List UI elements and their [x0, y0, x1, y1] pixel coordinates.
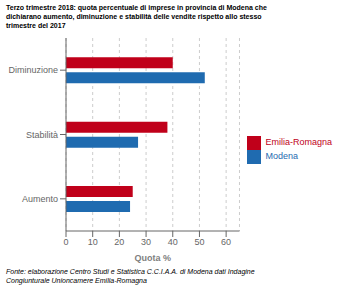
svg-text:40: 40: [168, 237, 178, 247]
svg-text:Stabilità: Stabilità: [26, 130, 58, 140]
svg-text:10: 10: [88, 237, 98, 247]
svg-text:Aumento: Aumento: [22, 194, 58, 204]
svg-text:Quota %: Quota %: [134, 253, 171, 263]
html-text:Fonte: elaborazione Centro Stu: Fonte: elaborazione Centro Studi e Stati…: [6, 268, 255, 285]
svg-text:50: 50: [194, 237, 204, 247]
svg-text:30: 30: [141, 237, 151, 247]
svg-text:0: 0: [63, 237, 68, 247]
svg-text:20: 20: [114, 237, 124, 247]
html-text:Emilia-Romagna: Emilia-Romagna: [265, 136, 332, 147]
html-text:Modena: Modena: [265, 150, 298, 161]
svg-text:Diminuzione: Diminuzione: [8, 65, 58, 75]
html-text:Terzo trimestre 2018: quota pe: Terzo trimestre 2018: quota percentuale …: [6, 4, 267, 30]
svg-text:60: 60: [221, 237, 231, 247]
